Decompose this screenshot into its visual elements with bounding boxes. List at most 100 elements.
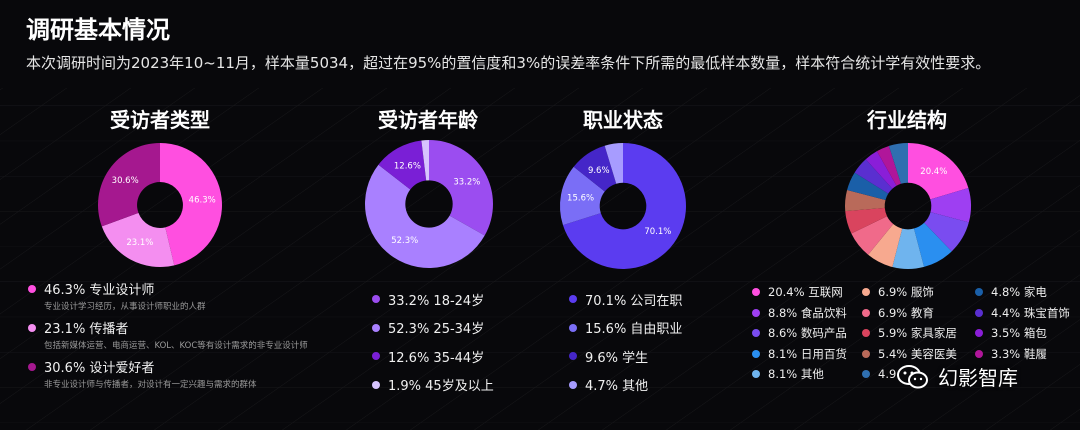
legend-label: 6.9% 服饰 xyxy=(878,285,934,300)
legend-swatch xyxy=(372,295,380,304)
legend-item: 5.4% 美容医美 xyxy=(862,344,957,365)
legend-item: 1.9% 45岁及以上 xyxy=(372,371,494,400)
legend-label: 20.4% 互联网 xyxy=(768,285,843,300)
legend-swatch xyxy=(372,380,380,389)
slice-data-label: 12.6% xyxy=(394,161,421,171)
legend-respondent-type: 46.3% 专业设计师 专业设计学习经历，从事设计师职业的人群 23.1% 传播… xyxy=(28,279,308,396)
legend-swatch xyxy=(569,323,577,332)
legend-item: 33.2% 18-24岁 xyxy=(372,285,494,314)
legend-swatch xyxy=(372,352,380,361)
legend-swatch xyxy=(28,362,36,371)
watermark: 幻影智库 xyxy=(896,362,1018,391)
legend-swatch xyxy=(752,288,760,297)
slice-data-label: 9.6% xyxy=(588,166,610,176)
legend-description: 专业设计学习经历，从事设计师职业的人群 xyxy=(44,302,206,312)
legend-label: 4.7% 其他 xyxy=(585,379,649,395)
legend-label: 15.6% 自由职业 xyxy=(585,322,683,338)
legend-swatch xyxy=(975,349,983,358)
legend-item: 4.9 xyxy=(862,364,957,385)
legend-item: 23.1% 传播者 xyxy=(28,318,308,337)
slice-data-label: 33.2% xyxy=(453,177,480,187)
donut-slice xyxy=(604,143,623,184)
legend-swatch xyxy=(862,308,870,317)
donut-slice xyxy=(854,159,893,194)
legend-item: 3.5% 箱包 xyxy=(975,323,1070,344)
chart-title-age: 受访者年龄 xyxy=(378,108,478,132)
legend-swatch xyxy=(569,352,577,361)
legend-label: 33.2% 18-24岁 xyxy=(388,293,485,309)
legend-item: 5.9% 家具家居 xyxy=(862,323,957,344)
legend-label: 3.5% 箱包 xyxy=(991,326,1047,341)
legend-industry-col3: 4.8% 家电 4.4% 珠宝首饰 3.5% 箱包 3.3% 鞋履 xyxy=(975,282,1070,364)
legend-swatch xyxy=(752,370,760,379)
legend-label: 46.3% 专业设计师 xyxy=(44,283,155,298)
legend-label: 8.1% 日用百货 xyxy=(768,346,847,361)
donut-slice xyxy=(930,188,972,223)
slice-data-label: 46.3% xyxy=(189,196,216,206)
slice-data-label: 52.3% xyxy=(391,236,418,246)
legend-label: 3.3% 鞋履 xyxy=(991,346,1047,361)
donut-slice xyxy=(562,143,686,269)
legend-item: 46.3% 专业设计师 xyxy=(28,279,308,298)
donut-slice xyxy=(160,143,222,266)
donut-slice xyxy=(97,143,160,227)
donut-slice xyxy=(851,216,894,255)
legend-swatch xyxy=(975,308,983,317)
watermark-text: 幻影智库 xyxy=(938,366,1018,390)
donut-slice xyxy=(378,140,427,190)
donut-slice xyxy=(924,212,969,252)
donut-slice xyxy=(365,164,485,268)
legend-swatch xyxy=(752,349,760,358)
legend-item: 9.6% 学生 xyxy=(569,342,682,371)
legend-item: 8.8% 食品饮料 xyxy=(752,303,847,324)
legend-label: 8.8% 食品饮料 xyxy=(768,305,847,320)
chart-title-industry: 行业结构 xyxy=(867,108,947,132)
donut-slice xyxy=(865,151,897,189)
donut-slice xyxy=(845,207,888,234)
legend-swatch xyxy=(975,329,983,338)
legend-label: 5.9% 家具家居 xyxy=(878,326,957,341)
legend-label: 12.6% 35-44岁 xyxy=(388,350,485,366)
slice-data-label: 15.6% xyxy=(567,194,594,204)
slice-data-label: 23.1% xyxy=(126,238,153,248)
donut-slice xyxy=(421,140,429,181)
legend-label: 4.9 xyxy=(878,367,897,382)
page-title: 调研基本情况 xyxy=(26,16,170,44)
donut-slice xyxy=(892,228,925,269)
legend-industry-col1: 20.4% 互联网 8.8% 食品饮料 8.6% 数码产品 8.1% 日用百货 … xyxy=(752,282,847,385)
donut-slice xyxy=(908,143,969,200)
donut-slice xyxy=(847,172,889,201)
legend-swatch xyxy=(862,329,870,338)
legend-item: 8.1% 其他 xyxy=(752,364,847,385)
chart-title-respondent-type: 受访者类型 xyxy=(110,108,210,132)
legend-item: 4.4% 珠宝首饰 xyxy=(975,303,1070,324)
legend-swatch xyxy=(569,380,577,389)
legend-label: 70.1% 公司在职 xyxy=(585,293,683,309)
donut-slice xyxy=(845,189,886,212)
donut-slice xyxy=(573,145,617,192)
legend-label: 8.1% 其他 xyxy=(768,367,824,382)
legend-label: 1.9% 45岁及以上 xyxy=(388,379,494,395)
legend-swatch xyxy=(372,323,380,332)
chart-title-occupation: 职业状态 xyxy=(583,108,663,132)
donut-slice xyxy=(560,166,605,226)
wechat-icon xyxy=(897,364,928,388)
donut-slice xyxy=(876,145,901,186)
legend-description: 包括新媒体运营、电商运营、KOL、KOC等有设计需求的非专业设计师 xyxy=(44,341,308,351)
legend-item: 20.4% 互联网 xyxy=(752,282,847,303)
legend-age: 33.2% 18-24岁 52.3% 25-34岁 12.6% 35-44岁 1… xyxy=(372,285,494,399)
legend-item: 52.3% 25-34岁 xyxy=(372,314,494,343)
slice-data-label: 30.6% xyxy=(112,176,139,186)
donut-slice xyxy=(101,212,175,267)
legend-item: 70.1% 公司在职 xyxy=(569,285,682,314)
legend-swatch xyxy=(752,329,760,338)
legend-item: 30.6% 设计爱好者 xyxy=(28,357,308,376)
legend-item: 8.1% 日用百货 xyxy=(752,344,847,365)
donut-slice xyxy=(913,222,952,267)
slice-data-label: 70.1% xyxy=(644,227,671,237)
page-subtitle: 本次调研时间为2023年10~11月，样本量5034，超过在95%的置信度和3%… xyxy=(26,54,991,72)
slice-data-label: 20.4% xyxy=(920,167,947,177)
legend-swatch xyxy=(862,349,870,358)
